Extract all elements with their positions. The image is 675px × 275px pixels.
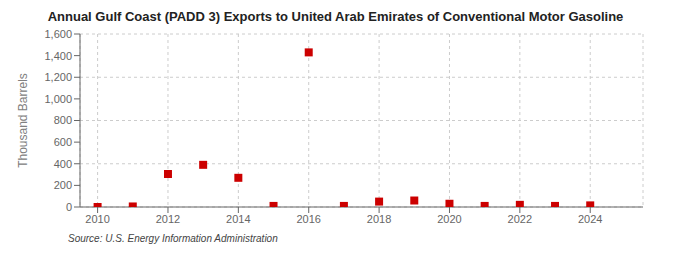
svg-text:2020: 2020 <box>437 213 461 225</box>
svg-text:2024: 2024 <box>578 213 602 225</box>
svg-text:1,200: 1,200 <box>44 71 72 83</box>
html-text:Annual Gulf Coast (PADD 3) Exp: Annual Gulf Coast (PADD 3) Exports to Un… <box>47 9 624 24</box>
svg-text:2018: 2018 <box>367 213 391 225</box>
svg-text:2010: 2010 <box>85 213 109 225</box>
svg-text:1,400: 1,400 <box>44 50 72 62</box>
svg-text:600: 600 <box>54 136 72 148</box>
svg-text:800: 800 <box>54 114 72 126</box>
svg-text:0: 0 <box>66 201 72 213</box>
svg-text:200: 200 <box>54 179 72 191</box>
html-text:Source: U.S. Energy Informatio: Source: U.S. Energy Information Administ… <box>68 233 278 244</box>
svg-text:2012: 2012 <box>156 213 180 225</box>
svg-text:2014: 2014 <box>226 213 250 225</box>
svg-text:2016: 2016 <box>296 213 320 225</box>
svg-text:400: 400 <box>54 158 72 170</box>
svg-text:2022: 2022 <box>508 213 532 225</box>
svg-text:1,000: 1,000 <box>44 93 72 105</box>
svg-text:1,600: 1,600 <box>44 28 72 40</box>
svg-text:Thousand Barrels: Thousand Barrels <box>16 73 30 168</box>
